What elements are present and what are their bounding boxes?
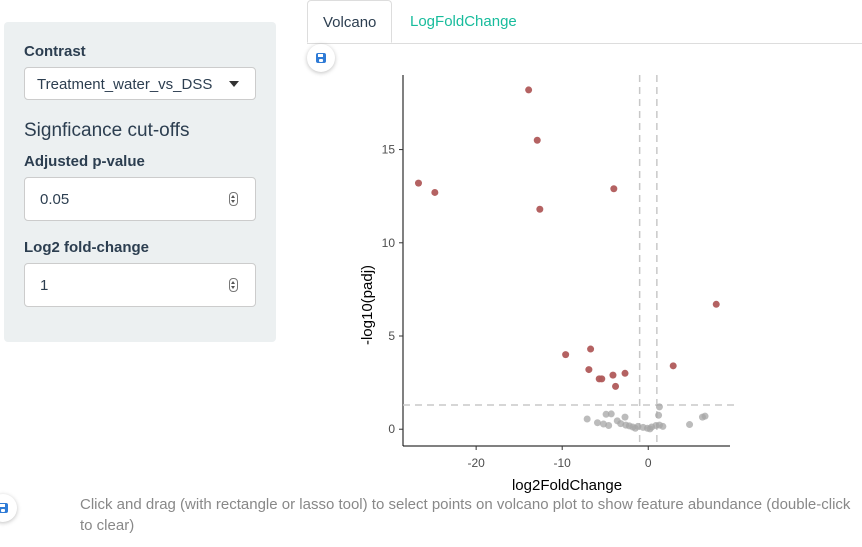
significant-point [533,136,541,144]
x-tick-label: -20 [467,456,485,470]
nonsignificant-point [686,421,694,429]
significant-point [669,362,677,370]
significant-point [609,371,617,379]
volcano-plot[interactable]: -20 -10 0 0 5 10 15 log2FoldChange -log10(padj… [340,60,740,500]
nonsignificant-point [621,413,629,421]
y-tick-label: 15 [382,143,396,157]
nonsignificant-point [602,410,610,418]
contrast-label: Contrast [24,43,86,60]
nonsignificant-point [655,403,663,411]
floppy-disk-icon [316,53,326,63]
significant-point [414,179,422,187]
significant-point [536,205,544,213]
nonsignificant-point [631,424,639,432]
nonsignificant-point [613,417,621,425]
download-table-button[interactable] [0,494,17,522]
nonsignificant-point [583,415,591,423]
x-tick-label: 0 [645,456,652,470]
significant-point [712,300,720,308]
tab-volcano[interactable]: Volcano [307,0,393,43]
tab-bar: Volcano LogFoldChange [307,0,862,44]
y-tick-label: 10 [382,236,396,250]
y-tick-label: 0 [388,422,395,436]
x-tick-label: -10 [554,456,572,470]
nonsignificant-point [646,425,654,433]
nonsignificant-point [655,411,663,419]
y-tick-label: 5 [388,329,395,343]
padj-input[interactable]: 0.05 [24,177,256,221]
nonsignificant-point [622,421,630,429]
significant-point [610,185,618,193]
significant-point [595,375,603,383]
nonsignificant-point [593,419,601,427]
significant-point [431,188,439,196]
significant-point [525,86,533,94]
selection-help-text: Click and drag (with rectangle or lasso … [80,496,851,534]
nonsignificant-point [607,410,615,418]
significant-point [562,351,570,359]
caret-down-icon [229,81,239,87]
significant-point [587,345,595,353]
x-axis-label: log2FoldChange [512,477,622,494]
significant-point [612,382,620,390]
y-axis-label: -log10(padj) [359,265,376,345]
contrast-select[interactable]: Treatment_water_vs_DSS [24,67,256,100]
sidebar-panel: Contrast Treatment_water_vs_DSS Signfica… [4,22,276,342]
tab-logfoldchange[interactable]: LogFoldChange [410,13,517,30]
padj-input-value: 0.05 [40,191,70,208]
significant-point [621,369,629,377]
lfc-input-value: 1 [40,277,49,294]
lfc-input[interactable]: 1 [24,263,256,307]
floppy-disk-icon [0,503,8,513]
number-spinner-icon[interactable] [229,192,238,206]
lfc-label: Log2 fold-change [24,239,149,256]
contrast-select-value: Treatment_water_vs_DSS [37,76,213,93]
download-plot-button[interactable] [307,44,335,72]
nonsignificant-point [701,412,709,420]
padj-label: Adjusted p-value [24,153,145,170]
significant-point [585,366,593,374]
number-spinner-icon[interactable] [229,278,238,292]
nonsignificant-point [605,421,613,429]
nonsignificant-point [659,422,667,430]
cutoffs-heading: Signficance cut-offs [24,120,190,141]
